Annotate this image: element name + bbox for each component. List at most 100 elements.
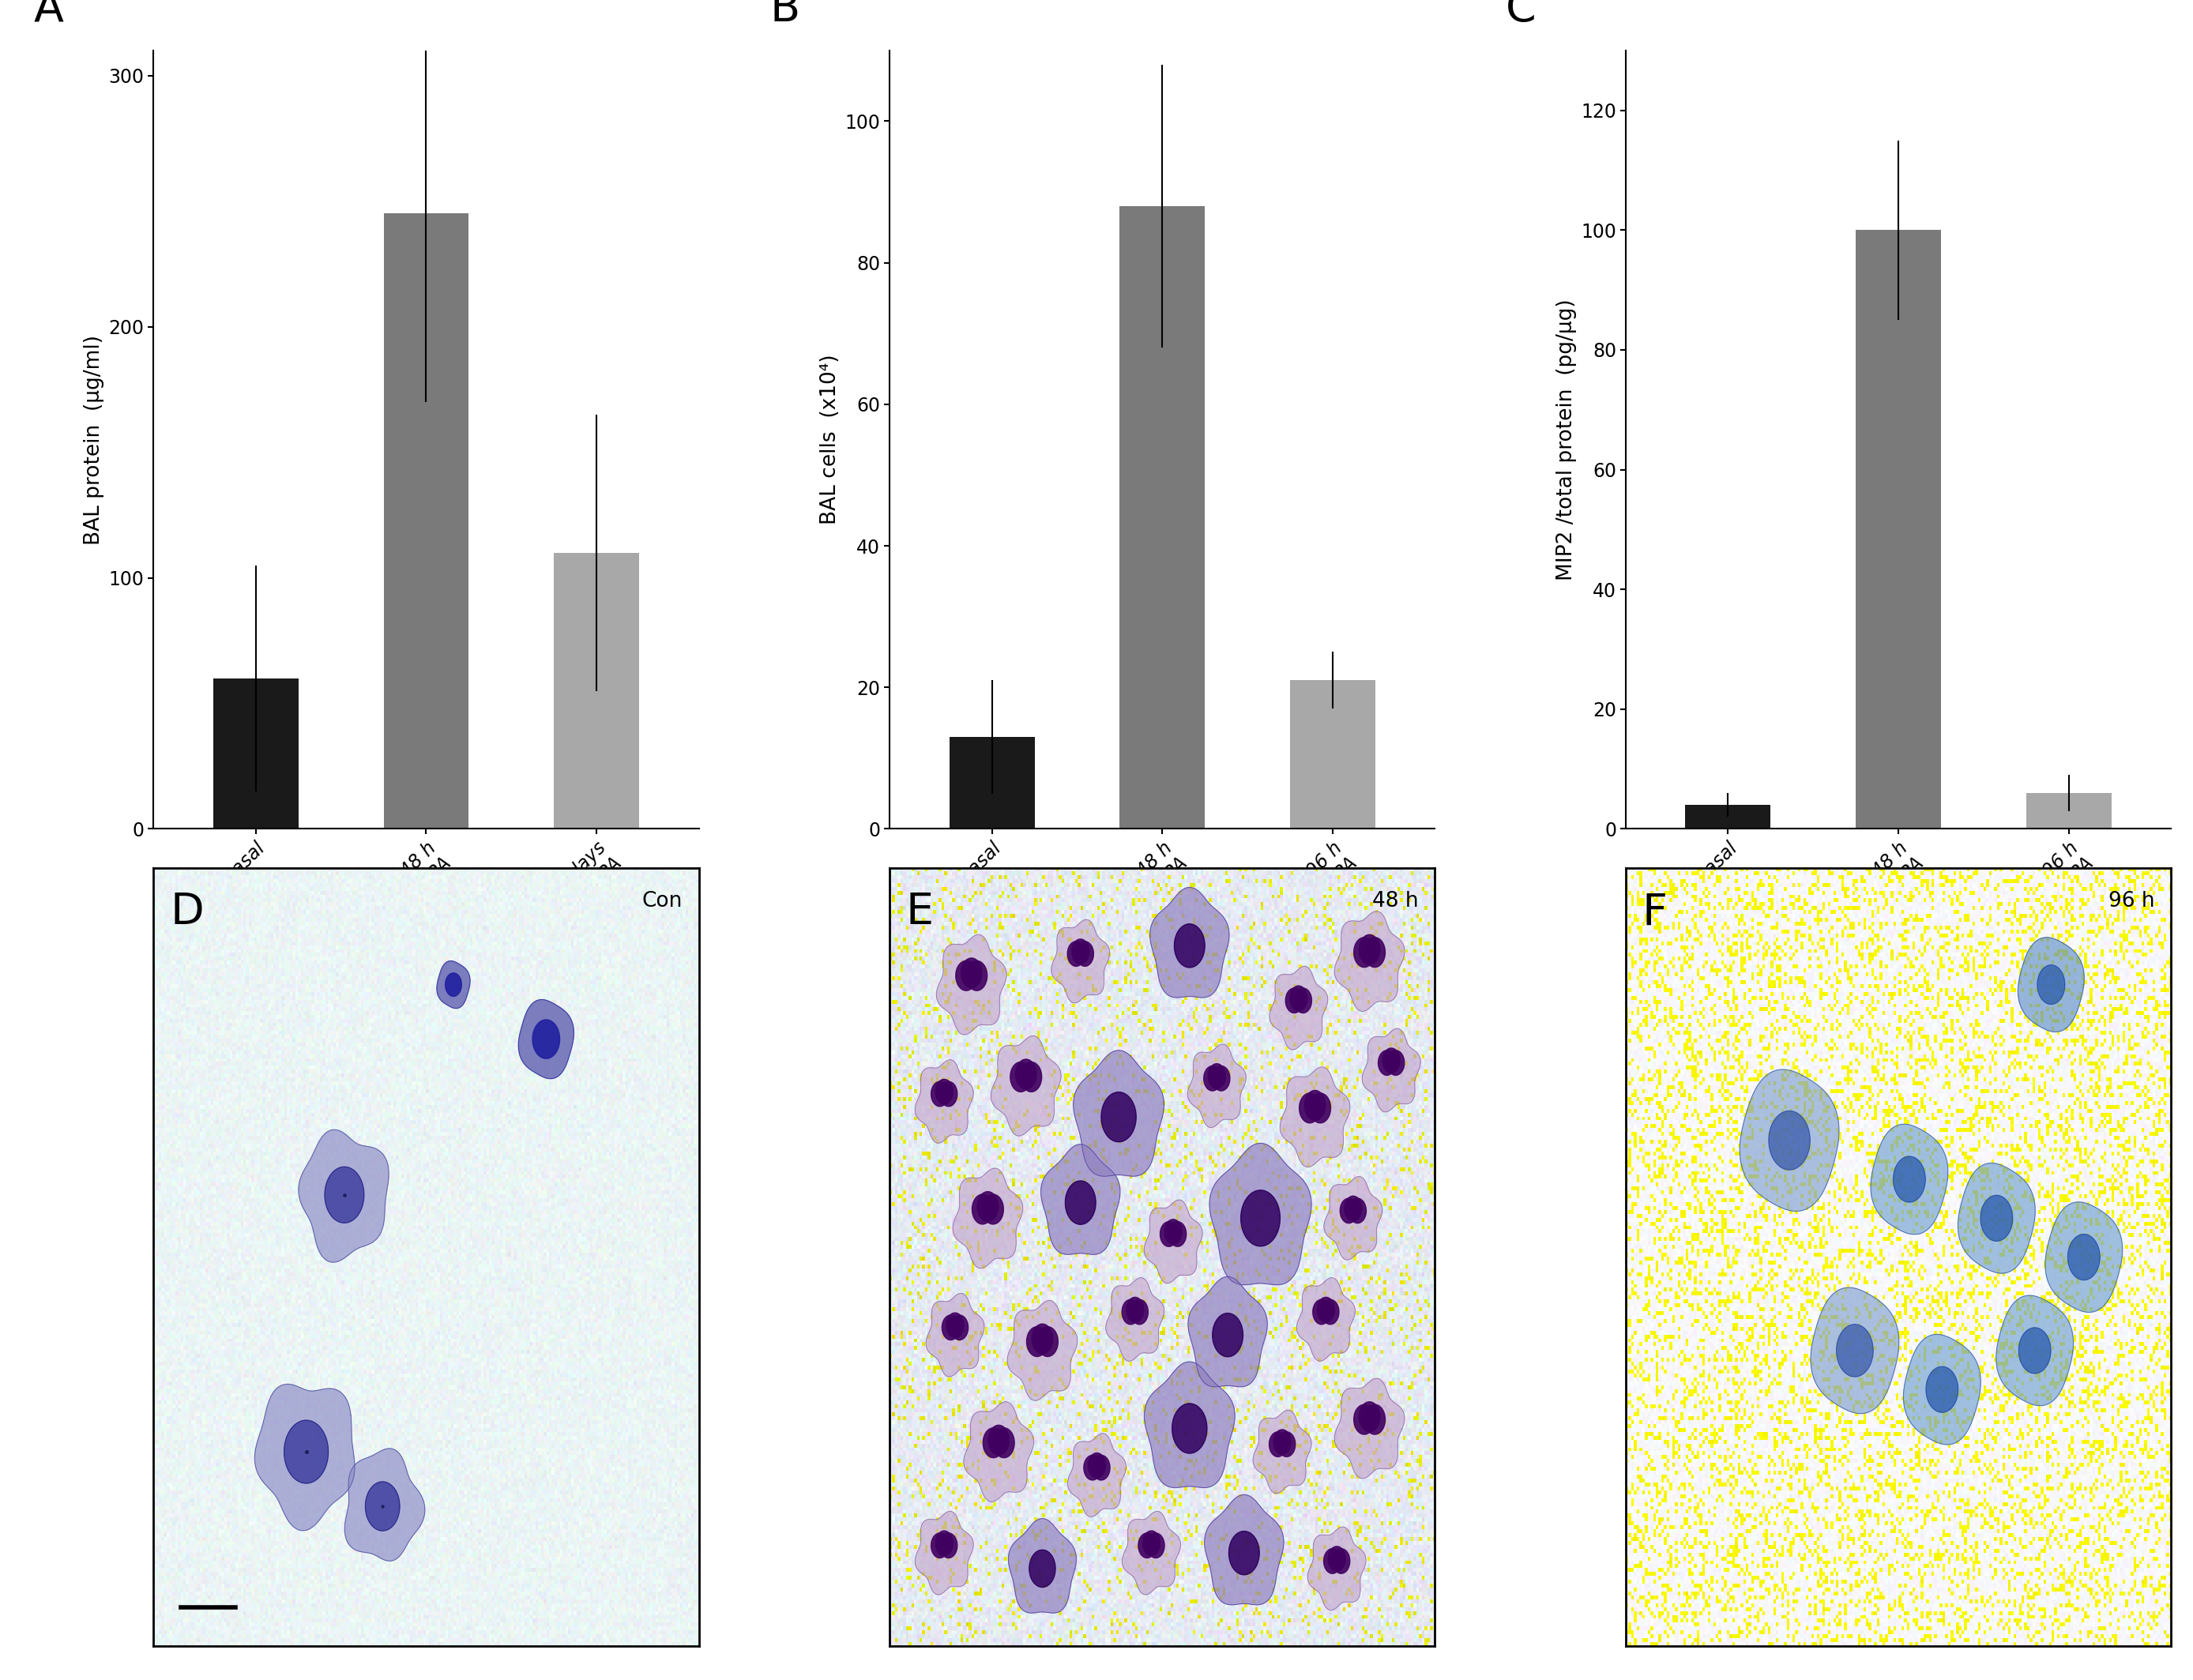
Polygon shape — [1213, 1314, 1243, 1357]
Polygon shape — [1145, 1200, 1202, 1284]
Polygon shape — [982, 1194, 1004, 1225]
Polygon shape — [1228, 1530, 1259, 1574]
Polygon shape — [1314, 1300, 1331, 1324]
Polygon shape — [1072, 1050, 1164, 1176]
Polygon shape — [1364, 937, 1386, 968]
Polygon shape — [1208, 1063, 1226, 1089]
Polygon shape — [1270, 966, 1327, 1050]
Polygon shape — [2018, 937, 2083, 1032]
Polygon shape — [991, 1037, 1061, 1136]
Polygon shape — [1340, 1198, 1357, 1223]
Polygon shape — [932, 1082, 950, 1107]
Polygon shape — [1066, 1181, 1096, 1225]
Polygon shape — [971, 1194, 993, 1225]
Polygon shape — [2020, 1327, 2050, 1374]
Polygon shape — [914, 1060, 974, 1142]
Polygon shape — [936, 934, 1007, 1035]
Polygon shape — [1068, 941, 1086, 966]
Polygon shape — [1147, 1534, 1164, 1557]
Polygon shape — [2037, 964, 2066, 1005]
Y-axis label: MIP2 /total protein  (pg/μg): MIP2 /total protein (pg/μg) — [1557, 299, 1577, 581]
Polygon shape — [989, 1425, 1009, 1455]
Polygon shape — [1015, 1058, 1037, 1089]
Text: B: B — [770, 0, 800, 30]
Bar — [1855, 230, 1941, 828]
Polygon shape — [254, 1384, 355, 1530]
Polygon shape — [436, 961, 469, 1008]
Polygon shape — [1344, 1196, 1362, 1221]
Bar — [213, 679, 298, 828]
Text: F: F — [1643, 890, 1667, 934]
Polygon shape — [941, 1082, 958, 1107]
Polygon shape — [1189, 1277, 1268, 1386]
Polygon shape — [1925, 1366, 1958, 1413]
Polygon shape — [1138, 1534, 1156, 1557]
Polygon shape — [1033, 1324, 1053, 1354]
Polygon shape — [1309, 1094, 1331, 1122]
Polygon shape — [978, 1191, 998, 1221]
Polygon shape — [1077, 941, 1094, 966]
Polygon shape — [1029, 1551, 1055, 1588]
Bar — [1121, 207, 1204, 828]
Polygon shape — [1980, 1194, 2013, 1242]
Polygon shape — [1173, 924, 1204, 968]
Polygon shape — [1811, 1287, 1899, 1413]
Polygon shape — [1386, 1050, 1404, 1075]
Polygon shape — [1211, 1144, 1311, 1285]
Polygon shape — [1336, 911, 1404, 1011]
Polygon shape — [1325, 1176, 1382, 1260]
Polygon shape — [1274, 1430, 1292, 1455]
Polygon shape — [932, 1534, 950, 1557]
Polygon shape — [1958, 1163, 2035, 1273]
Text: C: C — [1507, 0, 1537, 30]
Polygon shape — [943, 1315, 958, 1341]
Bar — [1686, 805, 1770, 828]
Polygon shape — [1123, 1300, 1140, 1324]
Polygon shape — [325, 1168, 364, 1223]
Polygon shape — [1145, 1362, 1235, 1488]
Polygon shape — [1127, 1297, 1145, 1322]
Polygon shape — [914, 1512, 974, 1594]
Bar — [2026, 793, 2112, 828]
Polygon shape — [967, 961, 987, 991]
Polygon shape — [445, 973, 461, 996]
Polygon shape — [1364, 1404, 1386, 1435]
Polygon shape — [1871, 1124, 1947, 1235]
Y-axis label: BAL cells  (x10⁴): BAL cells (x10⁴) — [820, 354, 840, 524]
Bar — [950, 738, 1035, 828]
Polygon shape — [1281, 1067, 1351, 1168]
Polygon shape — [1132, 1300, 1149, 1324]
Polygon shape — [1318, 1297, 1336, 1322]
Polygon shape — [1298, 1094, 1320, 1122]
Polygon shape — [961, 958, 982, 988]
Polygon shape — [1149, 887, 1228, 998]
Polygon shape — [1042, 1144, 1121, 1255]
Text: E: E — [906, 890, 934, 934]
Polygon shape — [1123, 1512, 1180, 1594]
Polygon shape — [952, 1168, 1022, 1268]
Polygon shape — [1289, 986, 1307, 1011]
Text: 96 h: 96 h — [2107, 890, 2156, 912]
Polygon shape — [1739, 1070, 1840, 1211]
Polygon shape — [956, 961, 976, 991]
Polygon shape — [1770, 1110, 1809, 1169]
Polygon shape — [1353, 937, 1375, 968]
Polygon shape — [1252, 1410, 1311, 1494]
Polygon shape — [344, 1448, 425, 1561]
Polygon shape — [1279, 1431, 1296, 1457]
Bar — [555, 553, 638, 828]
Polygon shape — [1296, 1278, 1355, 1361]
Polygon shape — [1294, 988, 1311, 1013]
Polygon shape — [1353, 1404, 1375, 1435]
Polygon shape — [982, 1428, 1004, 1458]
Polygon shape — [947, 1312, 963, 1337]
Polygon shape — [1336, 1378, 1404, 1478]
Polygon shape — [1007, 1300, 1077, 1401]
Polygon shape — [298, 1129, 388, 1262]
Polygon shape — [1360, 934, 1379, 964]
Polygon shape — [1083, 1455, 1101, 1480]
Polygon shape — [1996, 1295, 2072, 1406]
Polygon shape — [1893, 1156, 1925, 1203]
Polygon shape — [1377, 1050, 1395, 1075]
Polygon shape — [1270, 1431, 1287, 1457]
